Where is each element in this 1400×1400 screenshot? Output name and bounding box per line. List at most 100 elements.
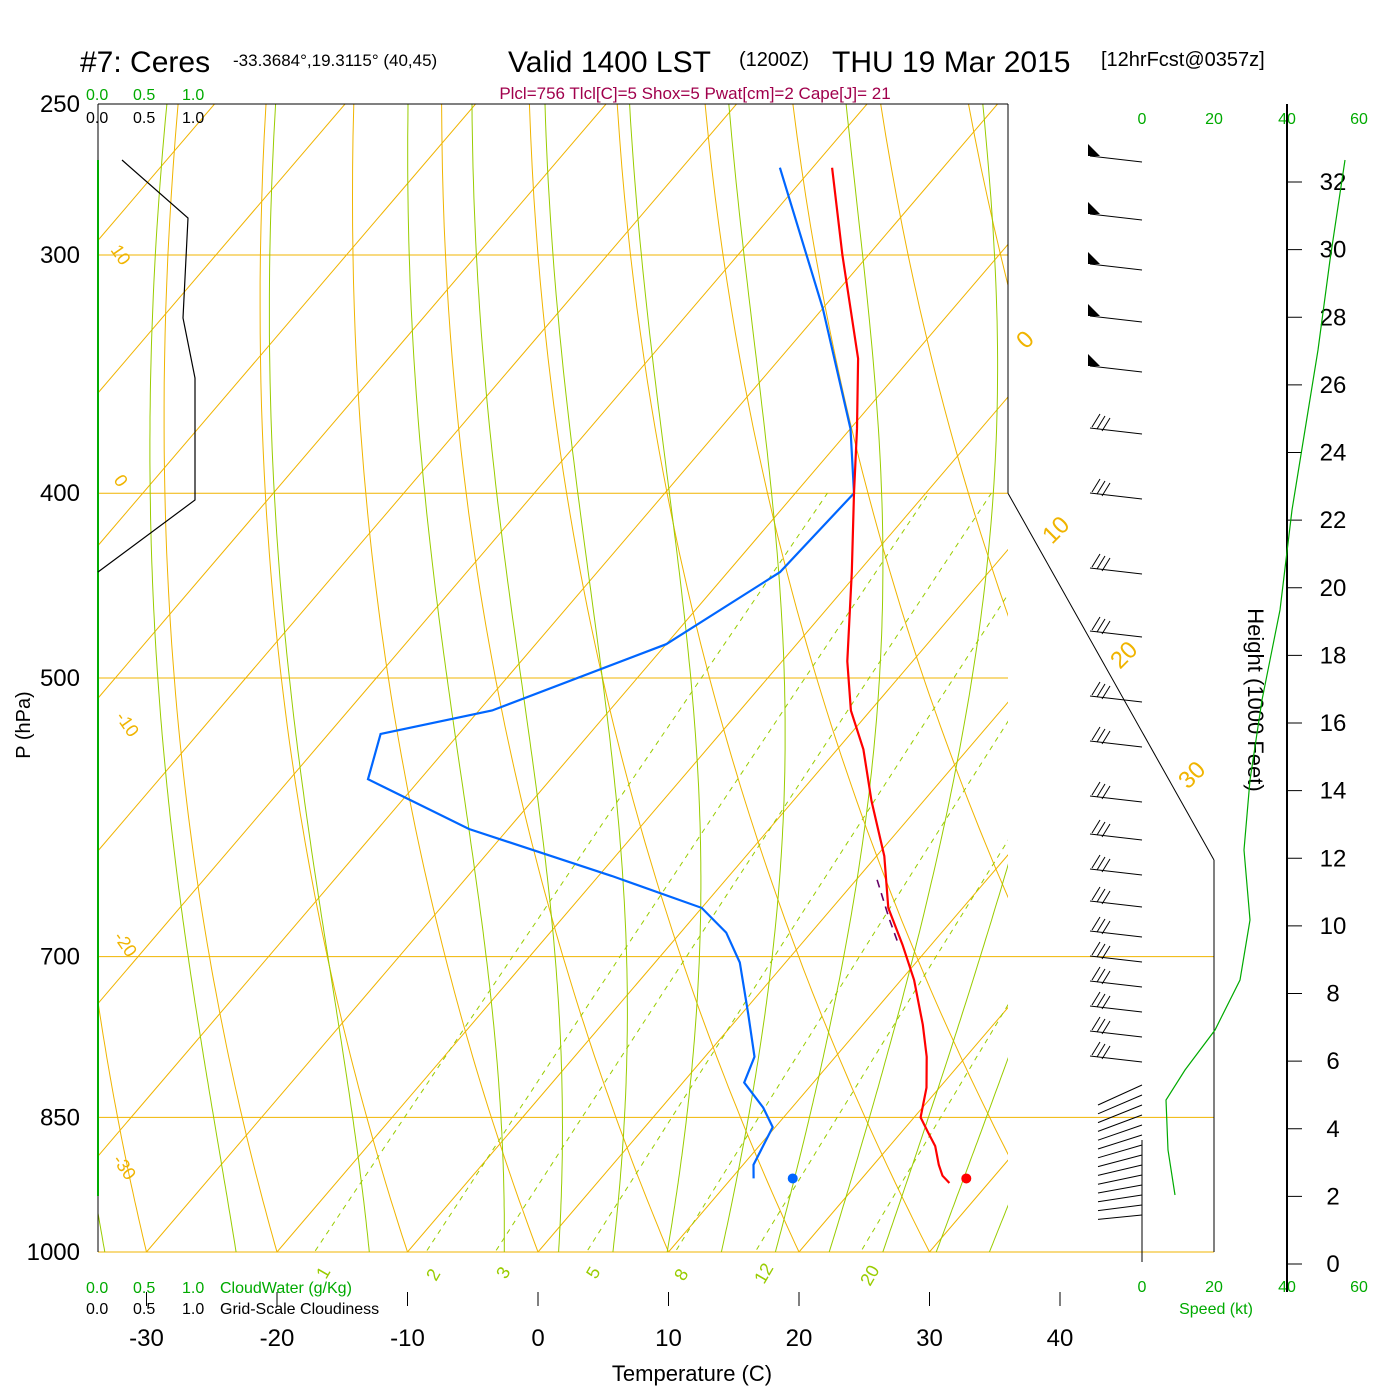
cw-top-tick-0: 0.0 (86, 87, 108, 104)
wind-feather (1096, 968, 1106, 983)
dewpoint-line (366, 167, 856, 1179)
dry-adiabat-line (1397, 70, 1400, 1292)
wind-feather (1091, 966, 1101, 981)
moist-adiabat-line (1026, 87, 1400, 1292)
isotherm-line (1060, 104, 1400, 1252)
wind-feather (1101, 970, 1111, 985)
cw-bottom-tick-2: 1.0 (182, 1280, 204, 1297)
isotherm-label: -30 (109, 1151, 140, 1184)
cw-top-tick-2: 1.0 (182, 87, 204, 104)
wind-barb (1089, 740, 1143, 748)
wind-barb (1089, 695, 1143, 703)
y-axis-title: P (hPa) (13, 691, 35, 758)
cl-bottom-tick-0: 0.0 (86, 1301, 108, 1318)
wind-barbs (1088, 144, 1143, 1262)
wind-barb (1089, 1005, 1143, 1013)
wind-pennant (1088, 202, 1100, 214)
wind-feather (1101, 785, 1111, 800)
isotherm-label: -20 (110, 928, 141, 961)
wind-feather (1096, 1018, 1106, 1033)
isotherm-line (537, 701, 1008, 1252)
wind-barb (1089, 1055, 1143, 1063)
moist-adiabat-line (471, 104, 564, 1252)
height-tick-label: 20 (1320, 575, 1347, 602)
wind-barb (1089, 155, 1143, 163)
moist-adiabat-label: 20 (856, 1262, 883, 1289)
wind-barb (1097, 1084, 1143, 1106)
wind-feather (1096, 918, 1106, 933)
wind-feather (1101, 620, 1111, 635)
wind-barb (1097, 1114, 1143, 1132)
speed-top-tick-1: 20 (1205, 111, 1223, 128)
wind-feather (1101, 890, 1111, 905)
height-tick-label: 26 (1320, 372, 1347, 399)
wind-barb (1097, 1174, 1143, 1185)
height-tick-label: 10 (1320, 913, 1347, 940)
wind-feather (1101, 945, 1111, 960)
height-tick-label: 18 (1320, 642, 1347, 669)
x-tick-label: 10 (655, 1325, 682, 1352)
wind-feather (1096, 415, 1106, 430)
moist-adiabat-label: 12 (750, 1260, 777, 1287)
dry-adiabat-line (704, 104, 1008, 1156)
cw-top-tick-1: 0.5 (133, 87, 155, 104)
wind-feather (1091, 413, 1101, 428)
isotherm-line (1191, 104, 1400, 1252)
wind-feather (1101, 557, 1111, 572)
x-tick-label: 0 (531, 1325, 544, 1352)
wind-barb (1097, 1184, 1143, 1194)
pressure-tick-label: 700 (40, 944, 80, 971)
surface-temperature-point (961, 1173, 972, 1184)
wind-barb (1097, 1094, 1143, 1115)
x-tick-label: 20 (786, 1325, 813, 1352)
wind-barb (1097, 1104, 1143, 1124)
moist-adiabat-line (268, 104, 370, 1252)
x-tick-label: -20 (260, 1325, 295, 1352)
wind-feather (1091, 819, 1101, 834)
isotherm-line (98, 104, 346, 394)
wind-feather (1091, 916, 1101, 931)
isotherm-line (98, 104, 737, 852)
wind-feather (1091, 553, 1101, 568)
height-tick-label: 32 (1320, 169, 1347, 196)
isotherm-label: -10 (112, 708, 143, 741)
wind-feather (1101, 417, 1111, 432)
wind-feather (1101, 995, 1111, 1010)
dry-adiabat-line (880, 104, 1008, 617)
valid-time: Valid 1400 LST (508, 46, 711, 79)
cl-top-tick-1: 0.5 (133, 110, 155, 127)
dry-adiabat-line (1049, 70, 1400, 1292)
wind-barb (1089, 567, 1143, 575)
dry-adiabat-label: 10 (1037, 511, 1075, 549)
wind-feather (1101, 685, 1111, 700)
wind-barb (1097, 1124, 1143, 1141)
wind-barb (1089, 1030, 1143, 1038)
wind-feather (1101, 1020, 1111, 1035)
height-tick-label: 0 (1326, 1251, 1339, 1278)
moist-adiabat-line (988, 1204, 1008, 1252)
wind-feather (1091, 681, 1101, 696)
wind-feather (1091, 1041, 1101, 1056)
moist-adiabat-label: 5 (582, 1263, 604, 1282)
wind-feather (1091, 1016, 1101, 1031)
speed-bottom-tick-1: 20 (1205, 1279, 1223, 1296)
wind-feather (1096, 1043, 1106, 1058)
right-frame-slant (1007, 492, 1215, 861)
wind-feather (1096, 728, 1106, 743)
pressure-tick-label: 500 (40, 665, 80, 692)
wind-feather (1101, 482, 1111, 497)
height-tick-label: 12 (1320, 845, 1347, 872)
isotherm-label: 10 (107, 241, 135, 269)
wind-feather (1101, 920, 1111, 935)
wind-pennant (1088, 354, 1100, 366)
wind-feather (1091, 941, 1101, 956)
wind-pennant (1088, 252, 1100, 264)
station-title: #7: Ceres (80, 46, 210, 79)
x-axis-title: Temperature (C) (612, 1361, 772, 1386)
pressure-tick-label: 1000 (27, 1239, 80, 1266)
wind-feather (1096, 555, 1106, 570)
moist-adiabat-label: 8 (670, 1265, 692, 1284)
isotherm-line (98, 104, 868, 1005)
